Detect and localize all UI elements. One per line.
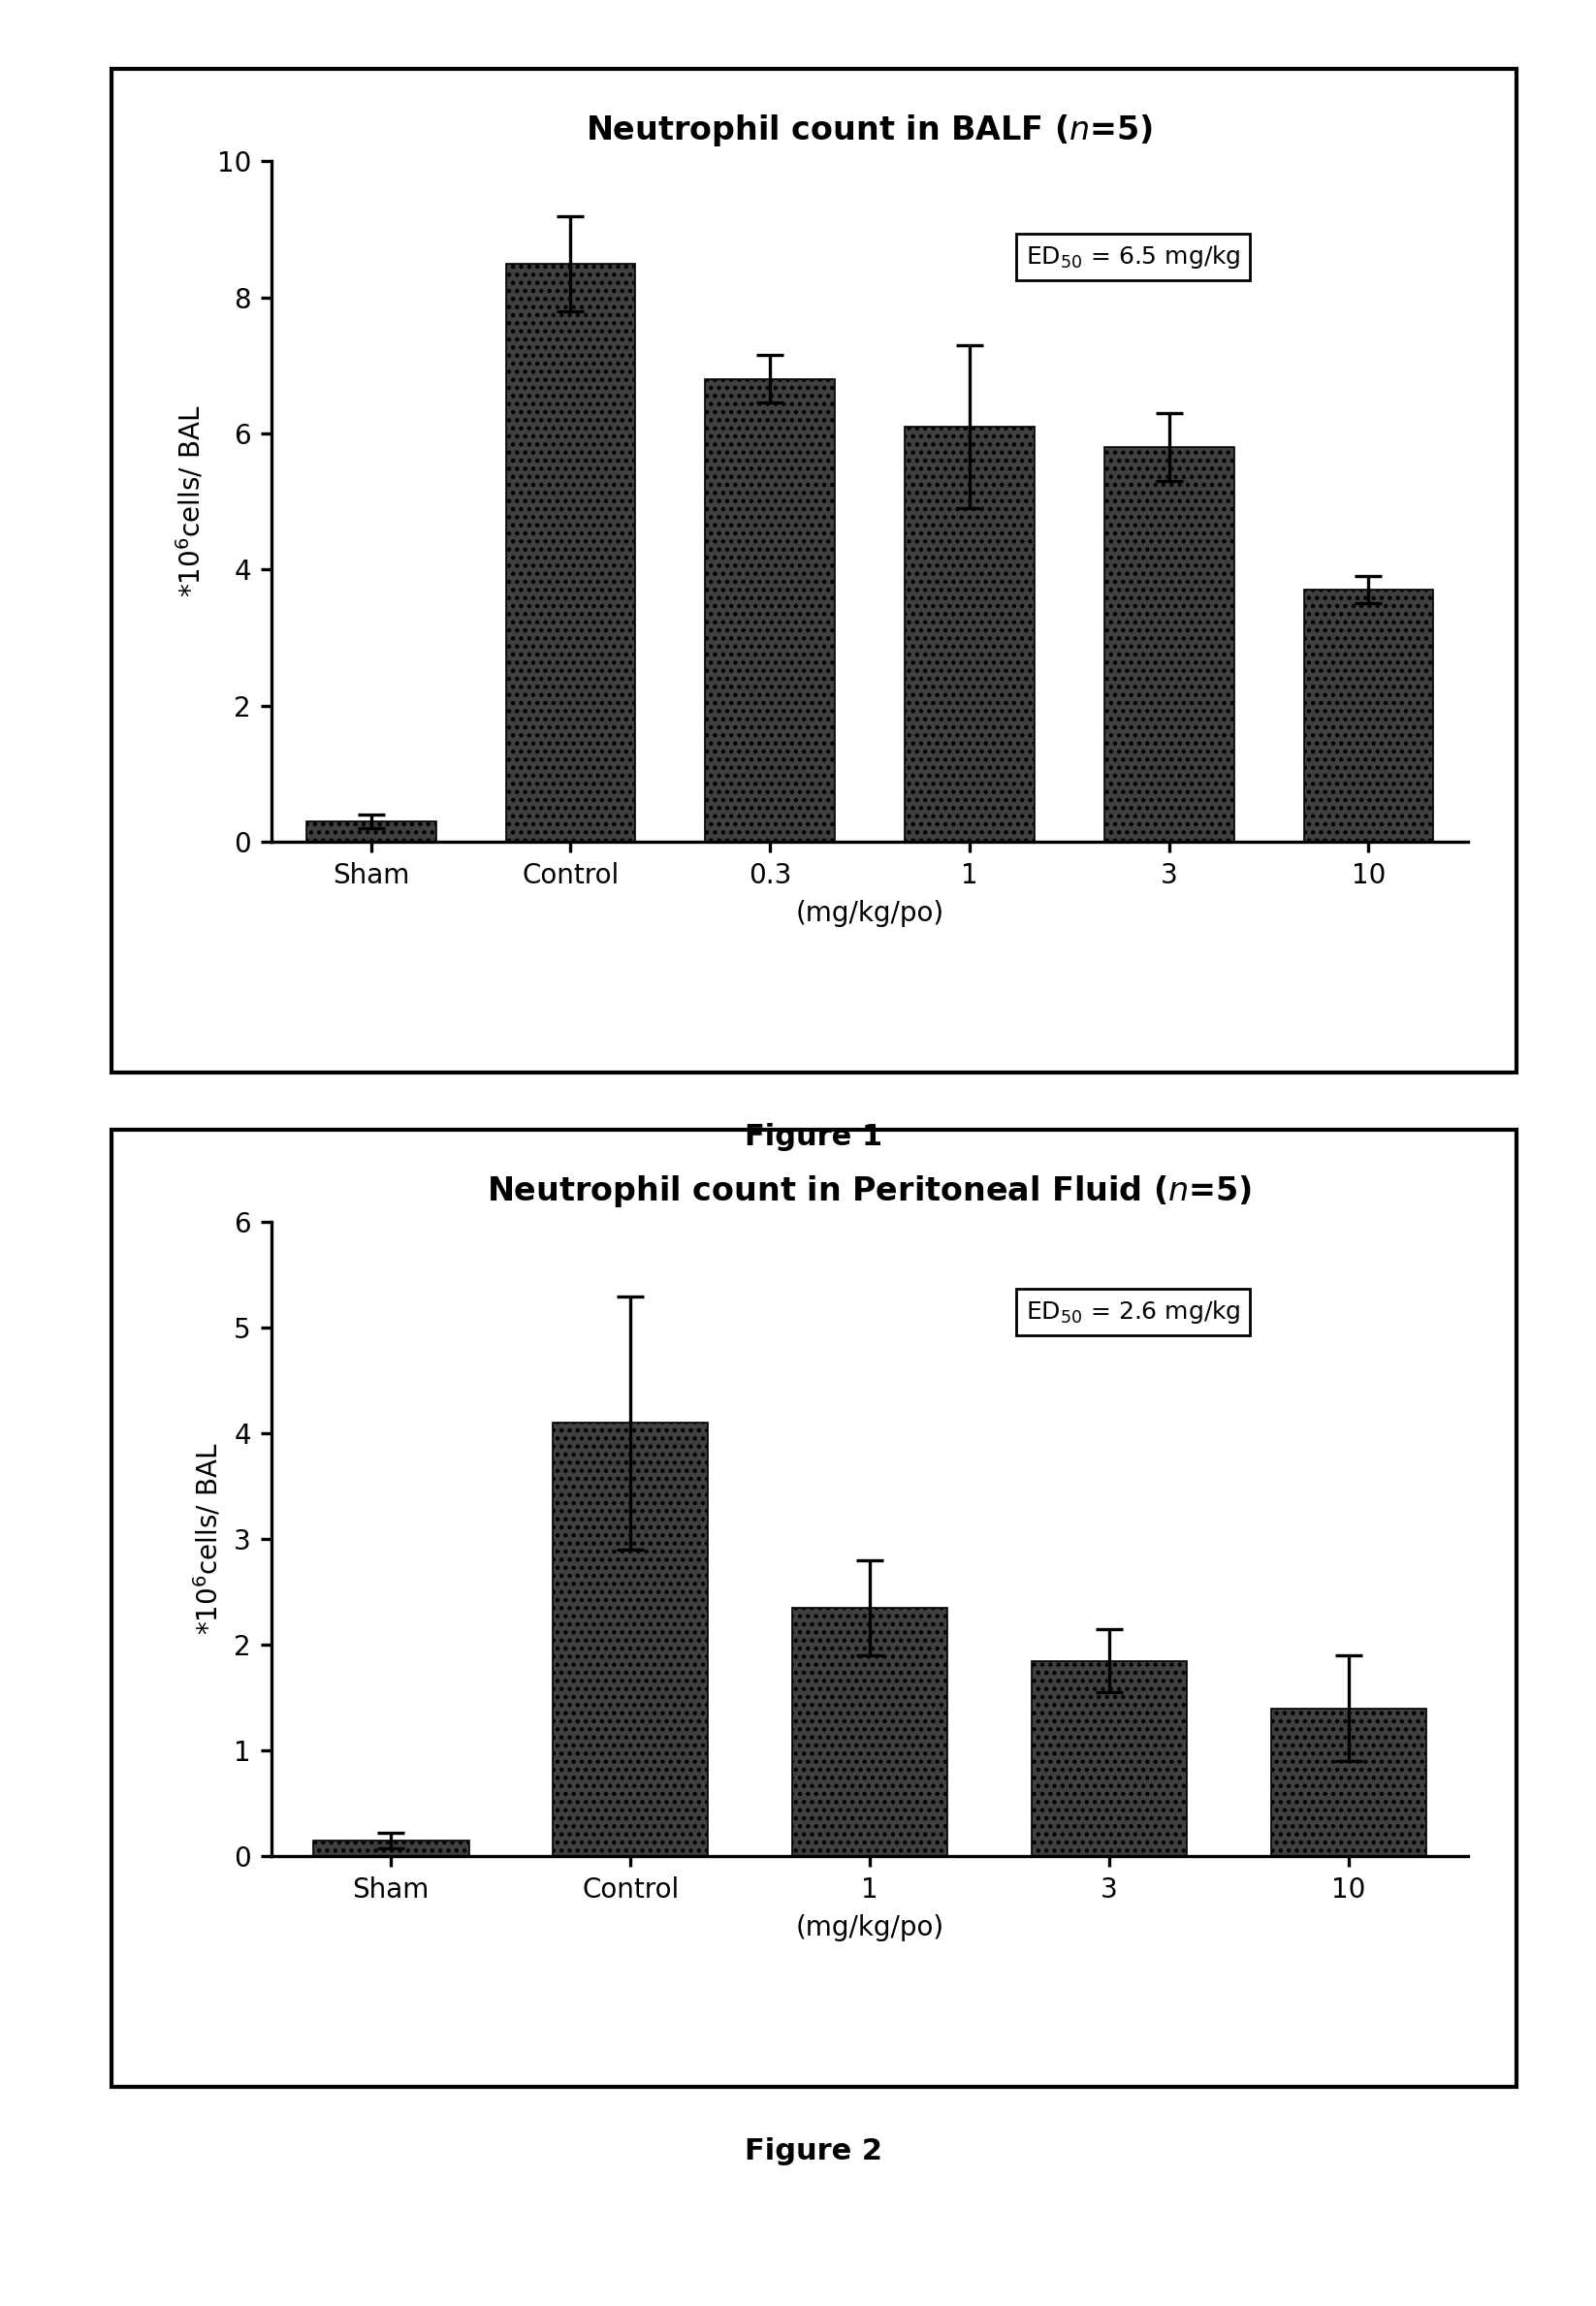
X-axis label: (mg/kg/po): (mg/kg/po) (795, 899, 945, 927)
Text: Figure 1: Figure 1 (745, 1123, 883, 1151)
Bar (705, 378, 835, 842)
Bar (506, 263, 635, 842)
Bar (1031, 1660, 1187, 1856)
Bar (1270, 1709, 1427, 1856)
Title: Neutrophil count in Peritoneal Fluid ($\it{n}$=5): Neutrophil count in Peritoneal Fluid ($\… (487, 1174, 1253, 1208)
Y-axis label: *10$^6$cells/ BAL: *10$^6$cells/ BAL (192, 1444, 223, 1635)
Text: ED$_{50}$ = 6.5 mg/kg: ED$_{50}$ = 6.5 mg/kg (1025, 242, 1240, 270)
Bar (306, 821, 436, 842)
Bar (1304, 590, 1433, 842)
Bar (313, 1840, 469, 1856)
Bar (552, 1423, 709, 1856)
Bar (905, 427, 1034, 842)
Text: Figure 2: Figure 2 (745, 2138, 883, 2165)
Y-axis label: *10$^6$cells/ BAL: *10$^6$cells/ BAL (176, 406, 206, 597)
Bar (1104, 447, 1234, 842)
X-axis label: (mg/kg/po): (mg/kg/po) (795, 1914, 945, 1942)
Bar (792, 1607, 948, 1856)
Title: Neutrophil count in BALF ($\it{n}$=5): Neutrophil count in BALF ($\it{n}$=5) (586, 113, 1154, 148)
Text: ED$_{50}$ = 2.6 mg/kg: ED$_{50}$ = 2.6 mg/kg (1025, 1298, 1240, 1326)
